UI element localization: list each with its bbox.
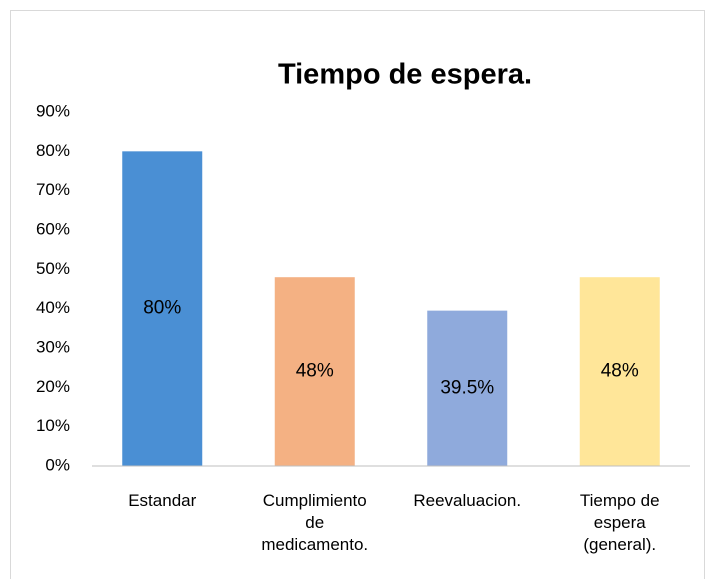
x-tick-label: Reevaluacion. bbox=[413, 491, 521, 510]
bar bbox=[274, 277, 355, 466]
bar bbox=[122, 151, 203, 467]
y-tick-label: 40% bbox=[36, 298, 70, 317]
value-label: 39.5% bbox=[440, 377, 494, 398]
y-tick-label: 0% bbox=[45, 455, 70, 474]
y-tick-label: 10% bbox=[36, 416, 70, 435]
x-tick-label: Tiempo de espera (general). bbox=[580, 491, 660, 554]
y-tick-label: 50% bbox=[36, 259, 70, 278]
y-tick-label: 20% bbox=[36, 377, 70, 396]
y-tick-label: 70% bbox=[36, 180, 70, 199]
value-label: 80% bbox=[143, 298, 181, 319]
y-tick-label: 90% bbox=[36, 101, 70, 120]
x-tick-label: Cumplimiento de medicamento. bbox=[261, 491, 368, 554]
bar bbox=[427, 310, 508, 466]
y-tick-label: 80% bbox=[36, 141, 70, 160]
y-tick-label: 30% bbox=[36, 337, 70, 356]
y-tick-label: 60% bbox=[36, 219, 70, 238]
bar bbox=[579, 277, 660, 466]
chart-title: Tiempo de espera. bbox=[278, 59, 532, 91]
value-label: 48% bbox=[601, 361, 639, 382]
value-label: 48% bbox=[296, 361, 334, 382]
x-tick-label: Estandar bbox=[128, 491, 196, 510]
